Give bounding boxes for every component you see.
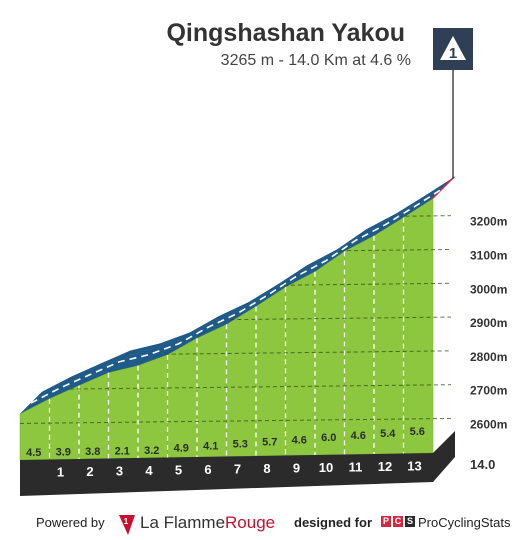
- km-label-11: 11: [349, 460, 363, 475]
- km-label-13: 13: [407, 459, 421, 474]
- gradient-label-km-11: 6.0: [321, 432, 336, 444]
- road-centre-line: [30, 187, 445, 404]
- climb-subtitle: 3265 m - 14.0 Km at 4.6 %: [220, 52, 411, 69]
- climb-face-km-9: [255, 286, 286, 457]
- elevation-gridline-2900: [230, 316, 452, 321]
- gradient-label-km-12: 4.6: [351, 430, 366, 442]
- gradient-label-km-3: 3.8: [85, 446, 100, 458]
- climb-face-km-7: [196, 324, 227, 458]
- gradient-label-km-2: 3.9: [56, 446, 71, 458]
- designed-for-label: designed for: [294, 515, 373, 530]
- gradient-label-km-14: 5.6: [410, 426, 425, 438]
- km-label-12: 12: [378, 459, 392, 474]
- category-number: 1: [449, 45, 457, 62]
- gradient-label-km-8: 5.3: [233, 438, 248, 450]
- pcs-letter-p: P: [381, 516, 391, 527]
- gradient-label-km-4: 2.1: [115, 445, 130, 457]
- gradient-label-km-1: 4.5: [26, 447, 41, 459]
- km-label-6: 6: [204, 462, 211, 477]
- climb-face-km-5: [137, 354, 168, 459]
- category-triangle-icon: [440, 36, 466, 60]
- summit-strip: [430, 176, 455, 200]
- gradient-label-km-13: 5.4: [380, 428, 396, 440]
- climb-face-km-14: [403, 198, 434, 454]
- profile-base: [20, 431, 455, 496]
- la-flamme-rouge-brand[interactable]: La FlammeRouge: [140, 513, 276, 532]
- procyclingstats-brand[interactable]: ProCyclingStats: [418, 515, 511, 530]
- svg-text:1: 1: [124, 517, 129, 526]
- elevation-gridline-2600: [19, 417, 452, 424]
- km-label-8: 8: [263, 461, 270, 476]
- distance-label: 14.0: [470, 457, 495, 472]
- km-label-5: 5: [175, 463, 182, 478]
- pcs-logo-icon: P C S: [381, 516, 415, 527]
- y-tick-label-2900: 2900m: [470, 316, 507, 330]
- y-tick-label-2600: 2600m: [470, 417, 507, 431]
- climb-face-km-13: [373, 217, 404, 455]
- km-label-4: 4: [145, 463, 153, 478]
- km-label-2: 2: [86, 464, 93, 479]
- climb-face-km-8: [226, 306, 257, 457]
- gradient-label-km-10: 4.6: [292, 434, 307, 446]
- elevation-gridline-2800: [164, 350, 452, 355]
- climb-title: Qingshashan Yakou: [166, 19, 405, 47]
- km-label-3: 3: [116, 464, 123, 479]
- gradient-label-km-6: 4.9: [174, 443, 189, 455]
- climb-face-km-11: [314, 250, 345, 456]
- pcs-letter-s: S: [405, 516, 415, 527]
- y-tick-label-3100: 3100m: [470, 248, 507, 262]
- climb-face-km-10: [285, 271, 316, 456]
- km-label-9: 9: [293, 461, 300, 476]
- climb-face-km-12: [344, 235, 375, 455]
- y-tick-label-3000: 3000m: [470, 282, 507, 296]
- km-label-10: 10: [319, 460, 333, 475]
- gradient-label-km-7: 4.1: [203, 441, 218, 453]
- y-tick-label-2800: 2800m: [470, 350, 507, 364]
- pcs-letter-c: C: [393, 516, 403, 527]
- elevation-profile-chart: 2600m 2700m 2800m 2900m 3000m 3100m 3200m 4.5 3.…: [19, 28, 507, 496]
- elevation-gridline-3200: [398, 215, 452, 217]
- y-tick-label-2700: 2700m: [470, 384, 507, 398]
- powered-by-label: Powered by: [36, 515, 105, 530]
- elevation-gridline-3100: [340, 248, 452, 252]
- y-tick-label-3200: 3200m: [470, 215, 507, 229]
- gradient-label-km-9: 5.7: [262, 436, 277, 448]
- km-label-7: 7: [234, 462, 241, 477]
- elevation-gridline-2700: [69, 384, 452, 390]
- gradient-label-km-5: 3.2: [144, 445, 159, 457]
- km-label-1: 1: [57, 465, 64, 480]
- la-flamme-rouge-flag-icon: 1: [119, 515, 135, 535]
- climb-face-km-6: [167, 337, 198, 458]
- footer: Powered by 1 La FlammeRouge designed for…: [0, 510, 525, 540]
